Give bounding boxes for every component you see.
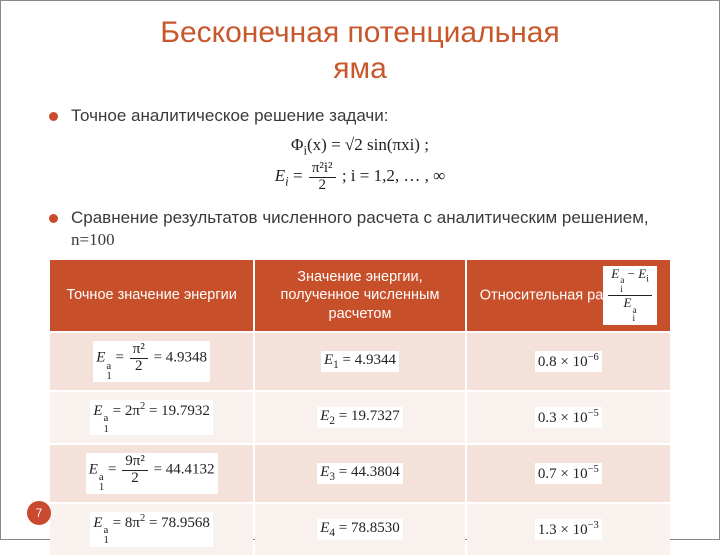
cell-error: 0.3 × 10−5 — [467, 392, 670, 443]
title-line-1: Бесконечная потенциальная — [160, 16, 559, 49]
cell-exact: Ea1 = 2π2 = 19.7932 — [50, 392, 253, 443]
cell-exact: Ea1 = π² 2 = 4.9348 — [50, 333, 253, 390]
bullet-text: Точное аналитическое решение задачи: — [71, 106, 388, 125]
table-body: Ea1 = π² 2 = 4.9348 E1 = 4.9344 0.8 × 10… — [50, 333, 670, 554]
table-header: Значение энергии, полученное численным р… — [255, 260, 464, 332]
table-header-row: Точное значение энергии Значение энергии… — [50, 260, 670, 332]
bullet-item: Сравнение результатов численного расчета… — [47, 207, 673, 251]
formula-range: ; i = 1,2, … , ∞ — [342, 166, 445, 185]
page-number-badge: 7 — [27, 501, 51, 525]
frac-num: π²i² — [309, 161, 336, 178]
page-number: 7 — [36, 506, 43, 520]
cell-exact: Ea1 = 9π² 2 = 44.4132 — [50, 445, 253, 502]
formula-phi: Φi(x) = √2 sin(πxi) ; — [47, 131, 673, 161]
cell-numeric: E3 = 44.3804 — [255, 445, 464, 502]
title-line-2: яма — [333, 52, 387, 85]
energy-table: Точное значение энергии Значение энергии… — [48, 258, 672, 557]
table-row: Ea1 = π² 2 = 4.9348 E1 = 4.9344 0.8 × 10… — [50, 333, 670, 390]
bullet-text: Сравнение результатов численного расчета… — [71, 208, 649, 227]
cell-numeric: E1 = 4.9344 — [255, 333, 464, 390]
table-header: Относительная ра Eai − Ei Eai — [467, 260, 670, 332]
table-row: Ea1 = 8π2 = 78.9568 E4 = 78.8530 1.3 × 1… — [50, 504, 670, 555]
bullet-n: n=100 — [71, 230, 115, 249]
slide-content: Точное аналитическое решение задачи: Φi(… — [1, 87, 719, 557]
slide-title: Бесконечная потенциальная яма — [1, 1, 719, 87]
header-text: Относительная ра — [480, 287, 604, 303]
table-row: Ea1 = 9π² 2 = 44.4132 E3 = 44.3804 0.7 ×… — [50, 445, 670, 502]
cell-error: 0.8 × 10−6 — [467, 333, 670, 390]
bullet-list: Точное аналитическое решение задачи: — [47, 105, 673, 127]
cell-error: 0.7 × 10−5 — [467, 445, 670, 502]
frac-den: 2 — [309, 178, 336, 194]
table-header: Точное значение энергии — [50, 260, 253, 332]
formula-energy: Ei = π²i² 2 ; i = 1,2, … , ∞ — [47, 161, 673, 194]
cell-error: 1.3 × 10−3 — [467, 504, 670, 555]
table-row: Ea1 = 2π2 = 19.7932 E2 = 19.7327 0.3 × 1… — [50, 392, 670, 443]
cell-numeric: E2 = 19.7327 — [255, 392, 464, 443]
bullet-item: Точное аналитическое решение задачи: — [47, 105, 673, 127]
cell-numeric: E4 = 78.8530 — [255, 504, 464, 555]
formula-block: Φi(x) = √2 sin(πxi) ; Ei = π²i² 2 ; i = … — [47, 127, 673, 199]
cell-exact: Ea1 = 8π2 = 78.9568 — [50, 504, 253, 555]
bullet-list-2: Сравнение результатов численного расчета… — [47, 207, 673, 251]
